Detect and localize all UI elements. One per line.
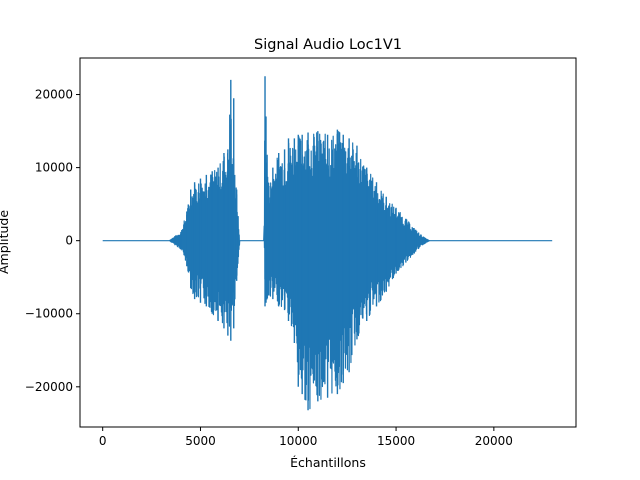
y-tick-label: −20000 <box>25 380 73 394</box>
y-tick-label: 20000 <box>35 88 73 102</box>
y-tick-label: 10000 <box>35 161 73 175</box>
signal-line <box>102 114 553 410</box>
series-layer <box>102 76 553 411</box>
x-tick-label: 0 <box>99 434 107 448</box>
x-tick-label: 15000 <box>377 434 415 448</box>
ticks-layer: 0 5000 10000 15000 20000 −20000 −10000 0 10000 20… <box>25 88 513 448</box>
x-tick-label: 5000 <box>185 434 216 448</box>
y-tick-label: −10000 <box>25 307 73 321</box>
chart-title: Signal Audio Loc1V1 <box>254 37 402 53</box>
y-tick-label: 0 <box>65 234 73 248</box>
x-tick-label: 10000 <box>279 434 317 448</box>
y-axis-label: Amplitude <box>0 210 11 274</box>
x-axis-label: Échantillons <box>290 455 366 470</box>
x-tick-label: 20000 <box>475 434 513 448</box>
plot-frame <box>79 57 577 428</box>
